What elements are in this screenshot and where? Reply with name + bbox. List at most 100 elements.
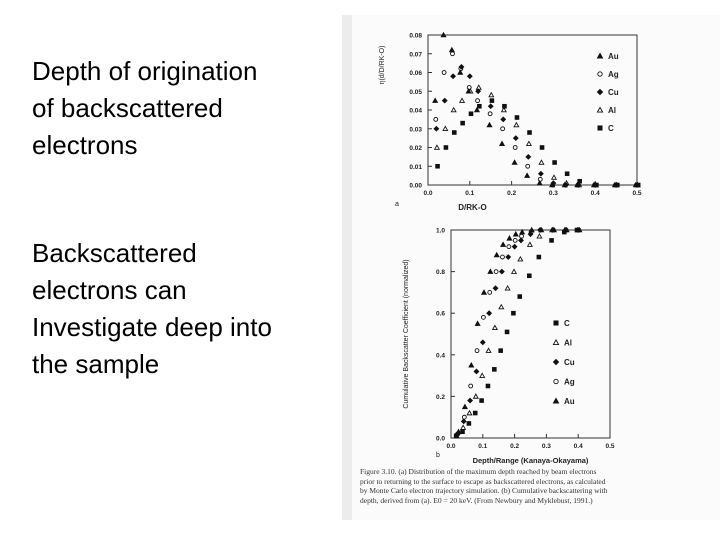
data-point xyxy=(477,103,482,109)
data-point xyxy=(475,98,480,104)
data-point xyxy=(525,140,532,147)
x-tick-label: 0.0 xyxy=(446,443,455,450)
data-point xyxy=(460,120,465,126)
data-point xyxy=(500,116,507,123)
x-axis-label: D/RK-O xyxy=(458,203,486,212)
y-tick-label: 0.8 xyxy=(436,269,445,276)
data-point xyxy=(524,172,531,178)
legend-label: Ag xyxy=(564,378,575,387)
data-point xyxy=(486,310,493,317)
data-point xyxy=(506,244,512,250)
slide-text: electrons can xyxy=(32,275,187,305)
data-point xyxy=(615,182,620,188)
legend-marker xyxy=(597,71,603,77)
data-point xyxy=(443,145,449,150)
data-point xyxy=(526,241,533,247)
y-axis-label: Cumulative Backscatter Coefficient (norm… xyxy=(403,259,410,408)
data-point xyxy=(486,121,493,128)
y-tick-label: 0.04 xyxy=(409,108,422,115)
figure-caption: Figure 3.10. (a) Distribution of the max… xyxy=(360,467,608,505)
data-point xyxy=(550,226,558,233)
data-point xyxy=(549,238,554,243)
data-point xyxy=(538,159,545,165)
data-point xyxy=(485,347,492,353)
data-point xyxy=(491,324,498,331)
y-axis-label: η(d/D/RK-O) xyxy=(379,46,386,85)
data-point xyxy=(489,98,495,103)
legend-label: Al xyxy=(608,106,616,115)
data-point xyxy=(433,144,441,150)
data-point xyxy=(539,145,545,150)
data-point xyxy=(528,226,535,233)
data-point xyxy=(498,268,505,275)
data-point xyxy=(512,237,518,243)
data-point xyxy=(474,348,480,354)
data-point xyxy=(514,115,520,120)
data-point xyxy=(474,320,481,326)
x-axis-label: Depth/Range (Kanaya-Okayama) xyxy=(473,456,589,465)
y-tick-label: 1.0 xyxy=(436,228,445,235)
data-point xyxy=(537,170,544,177)
data-point xyxy=(500,126,506,132)
data-point xyxy=(466,421,472,426)
slide-text: of backscattered xyxy=(32,93,223,123)
data-point xyxy=(460,429,465,435)
data-point xyxy=(498,348,503,353)
y-tick-label: 0.08 xyxy=(409,33,422,40)
data-point xyxy=(536,233,543,239)
data-point xyxy=(472,410,478,416)
data-point xyxy=(563,226,570,233)
legend-marker xyxy=(553,320,559,326)
panel-label: a xyxy=(395,201,399,208)
data-point xyxy=(461,403,468,410)
y-tick-label: 0.02 xyxy=(409,145,422,152)
data-point xyxy=(552,160,557,165)
data-point xyxy=(480,314,486,320)
x-tick-label: 0.3 xyxy=(549,190,558,197)
data-point xyxy=(525,153,532,160)
legend-label: Al xyxy=(564,339,572,348)
x-tick-label: 0.4 xyxy=(574,443,583,450)
data-point xyxy=(517,294,523,299)
data-point xyxy=(487,268,494,274)
data-point xyxy=(488,91,495,98)
legend-label: C xyxy=(608,124,614,133)
data-point xyxy=(487,289,493,295)
data-point xyxy=(512,135,519,142)
data-point xyxy=(485,383,491,389)
y-tick-label: 0.01 xyxy=(409,164,422,171)
legend-marker xyxy=(596,106,604,113)
data-point xyxy=(512,230,519,237)
data-point xyxy=(466,73,473,80)
data-point xyxy=(457,69,464,75)
data-point xyxy=(479,372,486,378)
data-point xyxy=(576,181,583,188)
data-point xyxy=(492,285,499,292)
data-point xyxy=(517,255,524,262)
data-point xyxy=(506,235,513,241)
legend-marker xyxy=(597,125,603,131)
x-tick-label: 0.5 xyxy=(605,443,614,450)
data-point xyxy=(504,285,511,291)
data-point xyxy=(510,268,518,274)
data-point xyxy=(455,428,462,435)
data-point xyxy=(527,130,532,135)
data-point xyxy=(525,163,531,169)
x-tick-label: 0.5 xyxy=(632,190,641,197)
legend-marker xyxy=(552,397,560,404)
data-point xyxy=(536,254,542,260)
data-point xyxy=(435,163,440,169)
data-point xyxy=(512,145,518,150)
data-point xyxy=(511,310,516,316)
data-point xyxy=(511,243,518,250)
data-point xyxy=(511,159,518,165)
data-point xyxy=(468,383,474,389)
slide-text: Investigate deep into xyxy=(32,312,272,342)
data-point xyxy=(502,103,507,109)
data-point xyxy=(466,409,473,416)
data-point xyxy=(487,103,494,110)
data-point xyxy=(538,226,545,233)
data-point xyxy=(479,339,486,346)
data-point xyxy=(487,111,493,117)
